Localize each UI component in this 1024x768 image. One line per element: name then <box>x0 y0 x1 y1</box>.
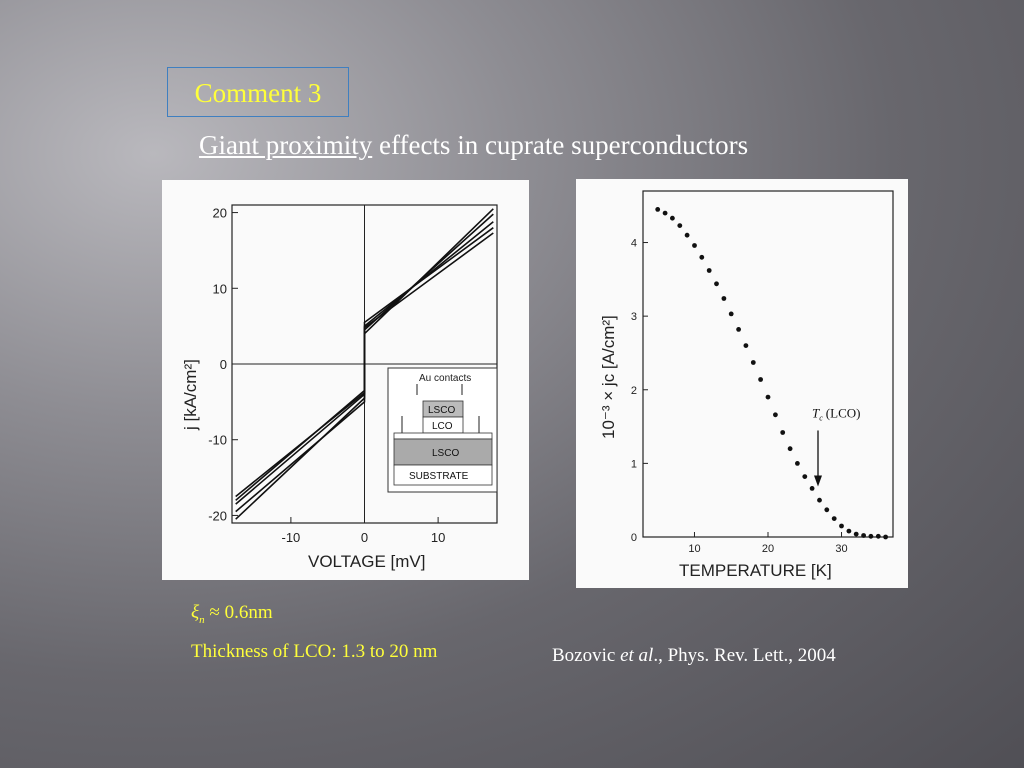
jc-data-point <box>853 531 859 537</box>
subtitle-rest: effects in cuprate superconductors <box>372 130 749 160</box>
comment-label-box: Comment 3 <box>167 67 349 117</box>
iv-y-tick-label: 0 <box>220 357 227 372</box>
iv-x-ticks: -10 0 10 <box>281 517 445 545</box>
thickness-note: Thickness of LCO: 1.3 to 20 nm <box>191 641 438 662</box>
slide-subtitle: Giant proximity effects in cuprate super… <box>199 130 748 161</box>
iv-y-tick-label: -20 <box>208 508 227 523</box>
comment-label: Comment 3 <box>194 78 322 108</box>
jc-data-point <box>846 528 852 534</box>
jc-data-point <box>868 533 874 539</box>
xi-symbol: ξ <box>191 602 200 623</box>
subtitle-underlined: Giant proximity <box>199 130 373 160</box>
jc-data-point <box>706 268 712 273</box>
jc-data-point <box>765 394 771 400</box>
xi-value: ≈ 0.6nm <box>209 602 273 623</box>
inset-label-au-contacts: Au contacts <box>419 373 471 384</box>
iv-chart: -10 0 10 20 10 0 -10 -20 VOLTAGE [mV] j [kA/cm… <box>181 204 498 571</box>
jc-plot-frame <box>642 190 894 538</box>
jc-data-point <box>839 523 844 529</box>
jc-x-tick-label: 10 <box>688 543 700 555</box>
jc-y-axis-label: 10⁻³ × jc [A/cm²] <box>599 315 618 439</box>
iv-x-tick-label: -10 <box>281 530 300 545</box>
iv-x-tick-label: 0 <box>361 530 368 545</box>
citation: Bozovic et al., Phys. Rev. Lett., 2004 <box>552 645 836 667</box>
tc-symbol: T <box>812 405 820 420</box>
jc-chart: 10 20 30 0 1 2 3 4 TEMPERATURE [K] 10⁻³ × jc [… <box>599 190 894 580</box>
jc-x-tick-label: 30 <box>835 543 847 555</box>
jc-data-point <box>699 254 705 260</box>
jc-data-point <box>684 232 690 238</box>
iv-y-tick-label: -10 <box>208 433 227 448</box>
jc-data-point <box>780 430 786 435</box>
jc-x-axis-label: TEMPERATURE [K] <box>679 561 832 580</box>
jc-data-point <box>670 215 675 221</box>
citation-etal: et al <box>620 645 654 666</box>
jc-data-point <box>824 507 830 513</box>
iv-series-line-5 <box>235 232 494 498</box>
tc-subscript: c <box>819 413 823 422</box>
jc-series-group <box>655 207 888 540</box>
jc-data-point <box>714 281 719 287</box>
jc-data-point <box>795 461 800 466</box>
jc-data-point <box>773 412 778 418</box>
jc-y-ticks: 0 1 2 3 4 <box>631 238 648 544</box>
jc-chart-panel: 10 20 30 0 1 2 3 4 TEMPERATURE [K] 10⁻³ × jc [… <box>576 179 908 588</box>
jc-data-point <box>736 327 741 332</box>
jc-data-point <box>787 446 793 452</box>
jc-data-point <box>655 207 661 212</box>
jc-data-point <box>758 377 763 382</box>
jc-data-point <box>692 243 697 248</box>
jc-data-point <box>743 343 749 348</box>
tc-arrow-head <box>814 475 822 487</box>
iv-x-axis-label: VOLTAGE [mV] <box>308 552 425 571</box>
jc-x-ticks: 10 20 30 <box>688 532 848 555</box>
citation-author: Bozovic <box>552 645 621 666</box>
jc-data-point <box>883 534 888 540</box>
iv-x-tick-label: 10 <box>431 530 445 545</box>
jc-data-point <box>802 474 808 479</box>
tc-text: (LCO) <box>826 405 861 420</box>
jc-y-tick-label: 0 <box>631 532 637 544</box>
iv-chart-panel: -10 0 10 20 10 0 -10 -20 VOLTAGE [mV] j [kA/cm… <box>162 180 529 580</box>
jc-data-point <box>861 533 866 538</box>
iv-y-axis-label: j [kA/cm²] <box>181 359 200 431</box>
jc-data-point <box>728 311 734 317</box>
jc-data-point <box>750 360 756 365</box>
iv-y-tick-label: 10 <box>213 281 227 296</box>
jc-y-tick-label: 2 <box>631 385 637 397</box>
layer-stack-inset: Au contacts LSCO LCO LSCO SUBSTRATE <box>387 367 498 493</box>
jc-data-point <box>875 533 881 539</box>
jc-y-tick-label: 3 <box>631 311 637 323</box>
citation-rest: ., Phys. Rev. Lett., 2004 <box>653 645 836 666</box>
inset-layer-lsco-bottom <box>393 438 493 466</box>
inset-layer-substrate <box>393 464 493 486</box>
jc-x-tick-label: 20 <box>762 543 774 555</box>
tc-label: Tc (LCO) <box>812 405 860 422</box>
inset-label-lsco-bottom: LSCO <box>432 448 459 459</box>
jc-data-point <box>831 516 837 521</box>
inset-contact-bar <box>393 432 493 440</box>
iv-y-tick-label: 20 <box>213 206 227 221</box>
jc-data-point <box>662 210 668 216</box>
inset-label-substrate: SUBSTRATE <box>409 471 469 482</box>
jc-data-point <box>817 497 822 503</box>
iv-y-ticks: 20 10 0 -10 -20 <box>208 206 238 523</box>
inset-label-lsco-top: LSCO <box>428 405 455 416</box>
xi-note: ξn ≈ 0.6nm <box>191 602 273 626</box>
jc-y-tick-label: 1 <box>631 458 637 470</box>
tc-annotation: Tc (LCO) <box>812 405 860 487</box>
jc-data-point <box>677 223 683 228</box>
xi-subscript: n <box>199 613 205 626</box>
iv-series-group <box>235 208 494 520</box>
jc-y-tick-label: 4 <box>631 238 637 250</box>
jc-data-point <box>721 296 727 301</box>
jc-data-point <box>809 486 815 491</box>
inset-label-lco: LCO <box>432 421 453 432</box>
